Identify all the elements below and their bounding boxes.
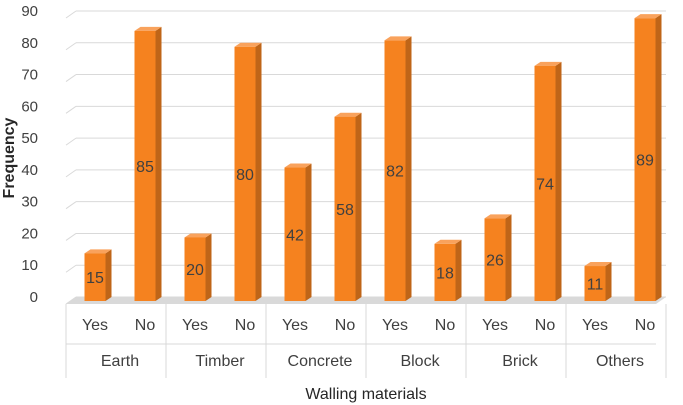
x-group-label: Concrete [288, 353, 353, 370]
x-subcategory-label: Yes [82, 317, 108, 334]
chart-floor [66, 297, 666, 304]
gridline-depth [65, 10, 77, 19]
gridline-depth [65, 137, 77, 146]
bar [584, 262, 612, 301]
x-subcategory-label: No [235, 317, 256, 334]
gridline-depth [65, 233, 77, 241]
bar [134, 26, 162, 302]
data-label: 89 [636, 153, 654, 170]
bar [634, 14, 662, 302]
x-subcategory-label: Yes [282, 317, 308, 334]
data-label: 18 [436, 265, 454, 282]
x-group-label: Earth [101, 353, 139, 370]
data-label: 20 [186, 262, 204, 279]
data-label: 85 [136, 159, 154, 176]
x-subcategory-label: Yes [482, 317, 508, 334]
floor [66, 297, 666, 304]
bars: 15 85 20 80 42 58 82 18 26 74 11 89 [84, 14, 662, 302]
data-label: 15 [86, 270, 104, 287]
data-label: 11 [587, 277, 604, 294]
y-tick-label: 90 [21, 3, 38, 20]
bar [434, 239, 462, 301]
bar [84, 249, 112, 301]
gridline-depth [65, 74, 77, 82]
gridlines [65, 10, 666, 305]
bar [534, 61, 562, 301]
x-subcategory-label: No [135, 317, 156, 334]
bar [184, 233, 212, 301]
x-subcategory-label: Yes [382, 317, 408, 334]
gridline-depth [65, 201, 77, 210]
x-group-label: Timber [195, 353, 245, 370]
x-subcategory-label: Yes [182, 317, 208, 334]
bar [484, 214, 512, 301]
gridline-depth [65, 42, 77, 51]
gridline-depth [65, 169, 77, 178]
y-tick-label: 30 [21, 194, 38, 211]
x-subcategory-label: No [335, 317, 356, 334]
x-group-label: Others [596, 353, 644, 370]
data-label: 58 [336, 202, 354, 219]
x-subcategory-label: Yes [582, 317, 608, 334]
x-subcategory-label: No [535, 317, 556, 334]
x-group-label: Brick [502, 353, 539, 370]
y-tick-label: 80 [21, 35, 38, 52]
y-tick-label: 40 [21, 162, 38, 179]
data-label: 82 [386, 164, 404, 181]
y-tick-label: 70 [21, 67, 38, 84]
x-axis-title: Walling materials [305, 386, 426, 403]
data-label: 26 [486, 253, 504, 270]
gridline-depth [65, 105, 77, 114]
y-tick-label: 0 [30, 289, 38, 306]
x-subcategory-label: No [635, 317, 656, 334]
x-axis-categories: Yes No Earth Yes No Timber Yes No Concrete Yes No B… [65, 304, 667, 378]
data-label: 80 [236, 167, 254, 184]
y-tick-label: 50 [21, 130, 38, 147]
y-tick-label: 60 [21, 98, 38, 115]
y-tick-label: 10 [21, 257, 38, 274]
bar [334, 112, 362, 301]
data-label: 74 [536, 176, 554, 193]
gridline-depth [65, 264, 77, 273]
data-label: 42 [286, 227, 304, 244]
bar [384, 36, 412, 302]
y-axis-title: Frequency [1, 117, 18, 198]
bar [284, 163, 312, 301]
x-subcategory-label: No [435, 317, 456, 334]
x-group-label: Block [400, 353, 440, 370]
y-axis-ticks: 0 10 20 30 40 50 60 70 80 90 [21, 3, 38, 306]
y-tick-label: 20 [21, 225, 38, 242]
bar [234, 42, 262, 302]
